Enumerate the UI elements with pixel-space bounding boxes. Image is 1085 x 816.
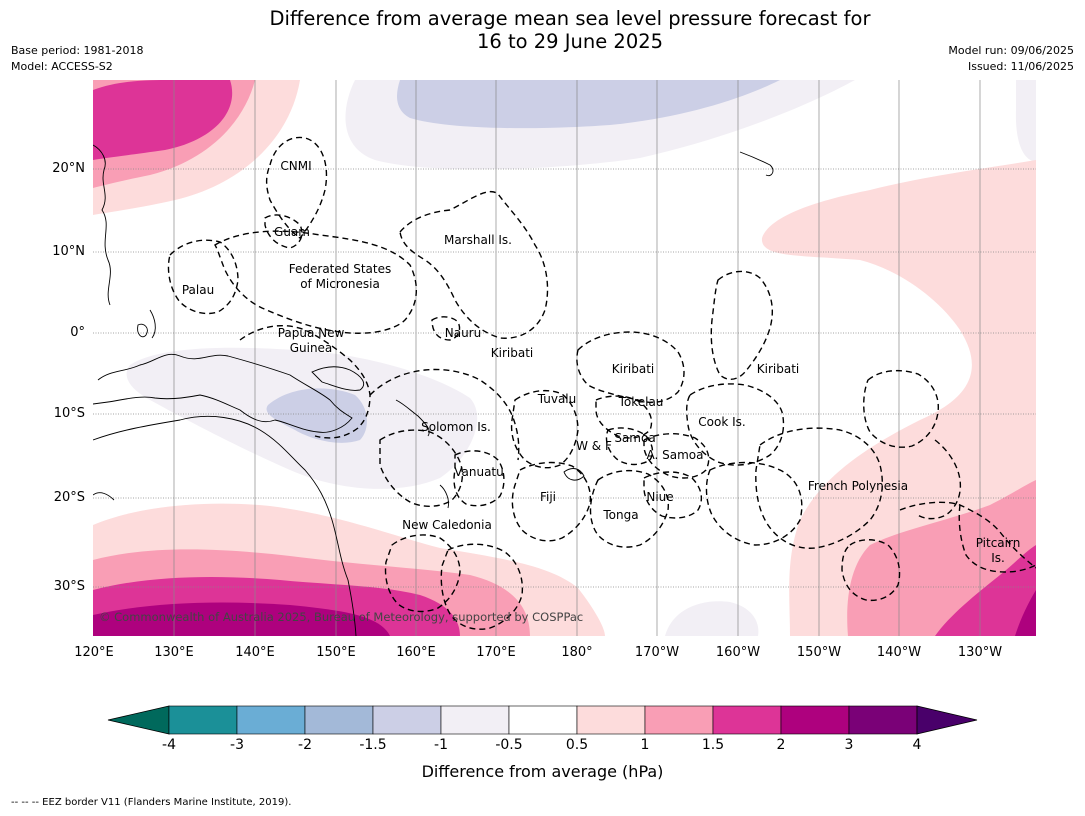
label-kiribati-central: Kiribati bbox=[612, 362, 654, 376]
title-line-1: Difference from average mean sea level p… bbox=[269, 7, 871, 30]
copyright-notice: © Commonwealth of Australia 2025, Bureau… bbox=[99, 610, 583, 624]
label-nauru: Nauru bbox=[445, 326, 481, 340]
label-newcaledonia: New Caledonia bbox=[402, 518, 492, 532]
label-kiribati-east: Kiribati bbox=[757, 362, 799, 376]
anomaly-region-south-peak bbox=[93, 602, 390, 636]
label-png-2: Guinea bbox=[290, 341, 333, 355]
anomaly-region-north-light bbox=[397, 80, 780, 129]
model-run-date: Model run: 09/06/2025 bbox=[948, 44, 1074, 57]
base-period: Base period: 1981-2018 bbox=[11, 44, 144, 57]
lat-label-30s: 30°S bbox=[53, 579, 85, 594]
label-frenchpoly: French Polynesia bbox=[808, 479, 908, 493]
lon-label-140w: 140°W bbox=[876, 645, 922, 660]
colorbar-tick: -1.5 bbox=[359, 737, 387, 753]
lon-label-170e: 170°E bbox=[476, 645, 516, 660]
colorbar-tick: -3 bbox=[230, 737, 244, 753]
label-wf: W & F bbox=[576, 439, 612, 453]
lat-label-10s: 10°S bbox=[53, 406, 85, 421]
eez-footnote: -- -- -- EEZ border V11 (Flanders Marine… bbox=[11, 797, 292, 808]
colorbar-tick: -0.5 bbox=[495, 737, 523, 753]
colorbar bbox=[107, 705, 978, 735]
label-tonga: Tonga bbox=[602, 508, 638, 522]
map-title: Difference from average mean sea level p… bbox=[0, 7, 1085, 53]
colorbar-arrow-low bbox=[107, 705, 170, 735]
label-cook: Cook Is. bbox=[698, 415, 745, 429]
label-solomon: Solomon Is. bbox=[421, 420, 491, 434]
lon-label-140e: 140°E bbox=[235, 645, 275, 660]
lon-label-130e: 130°E bbox=[154, 645, 194, 660]
model-info: Base period: 1981-2018 Model: ACCESS-S2 bbox=[11, 43, 143, 75]
colorbar-tick: -2 bbox=[298, 737, 312, 753]
colorbar-arrow-high bbox=[916, 705, 978, 735]
graticule bbox=[93, 80, 1036, 636]
label-tokelau: Tokelau bbox=[618, 395, 664, 409]
anomaly-region-ne-faint bbox=[1015, 80, 1036, 162]
label-fsm-2: of Micronesia bbox=[300, 277, 380, 291]
label-asamoa: A. Samoa bbox=[647, 448, 704, 462]
label-kiribati-west: Kiribati bbox=[491, 346, 533, 360]
eez-borders bbox=[167, 136, 1036, 630]
colorbar-tick: -4 bbox=[162, 737, 176, 753]
colorbar-tick: 3 bbox=[844, 737, 854, 753]
run-info: Model run: 09/06/2025 Issued: 11/06/2025 bbox=[948, 43, 1074, 75]
label-samoa: Samoa bbox=[614, 431, 655, 445]
anomaly-region-nw-high bbox=[93, 80, 233, 160]
colorbar-tick: 4 bbox=[912, 737, 922, 753]
colorbar-segment bbox=[168, 705, 238, 735]
colorbar-segment bbox=[780, 705, 850, 735]
label-cnmi: CNMI bbox=[280, 159, 311, 173]
title-line-2: 16 to 29 June 2025 bbox=[476, 30, 664, 53]
label-fiji: Fiji bbox=[540, 490, 556, 504]
model-name: Model: ACCESS-S2 bbox=[11, 60, 113, 73]
label-png-1: Papua New bbox=[278, 326, 345, 340]
label-niue: Niue bbox=[646, 490, 673, 504]
lon-label-120e: 120°E bbox=[74, 645, 114, 660]
colorbar-title: Difference from average (hPa) bbox=[421, 762, 664, 781]
colorbar-segment bbox=[576, 705, 646, 735]
colorbar-segment bbox=[644, 705, 714, 735]
lon-label-160e: 160°E bbox=[396, 645, 436, 660]
label-vanuatu: Vanuatu bbox=[454, 465, 504, 479]
colorbar-segment bbox=[712, 705, 782, 735]
colorbar-tick: 2 bbox=[776, 737, 786, 753]
lon-label-150w: 150°W bbox=[796, 645, 842, 660]
lon-label-150e: 150°E bbox=[316, 645, 356, 660]
anomaly-region-east-high bbox=[935, 545, 1036, 636]
colorbar-segment bbox=[848, 705, 918, 735]
colorbar-segment bbox=[440, 705, 510, 735]
label-palau: Palau bbox=[182, 283, 214, 297]
anomaly-region-south-center-faint bbox=[665, 601, 759, 636]
lon-label-160w: 160°W bbox=[715, 645, 761, 660]
label-guam: Guam bbox=[274, 225, 310, 239]
lon-label-170w: 170°W bbox=[634, 645, 680, 660]
colorbar-tick: 1.5 bbox=[701, 737, 725, 753]
colorbar-tick: -1 bbox=[434, 737, 448, 753]
coastlines bbox=[93, 144, 774, 636]
colorbar-segment bbox=[236, 705, 306, 735]
label-pitcairn-2: Is. bbox=[991, 551, 1005, 565]
lat-label-0: 0° bbox=[70, 325, 85, 340]
place-labels: CNMI Guam Marshall Is. Federated States … bbox=[182, 159, 1020, 565]
label-fsm-1: Federated States bbox=[289, 262, 391, 276]
colorbar-segment bbox=[304, 705, 374, 735]
colorbar-tick: 1 bbox=[640, 737, 650, 753]
label-marshall: Marshall Is. bbox=[444, 233, 512, 247]
lat-label-10n: 10°N bbox=[52, 244, 85, 259]
issued-date: Issued: 11/06/2025 bbox=[967, 60, 1074, 73]
colorbar-segment bbox=[508, 705, 578, 735]
colorbar-segment bbox=[372, 705, 442, 735]
colorbar-tick: 0.5 bbox=[565, 737, 589, 753]
lat-label-20s: 20°S bbox=[53, 490, 85, 505]
anomaly-region-png-light bbox=[266, 388, 367, 443]
lat-label-20n: 20°N bbox=[52, 161, 85, 176]
lon-label-130w: 130°W bbox=[957, 645, 1003, 660]
lon-label-180: 180° bbox=[561, 645, 593, 660]
label-pitcairn-1: Pitcairn bbox=[976, 536, 1021, 550]
anomaly-region-east-peak bbox=[1015, 590, 1036, 636]
label-tuvalu: Tuvalu bbox=[537, 392, 577, 406]
